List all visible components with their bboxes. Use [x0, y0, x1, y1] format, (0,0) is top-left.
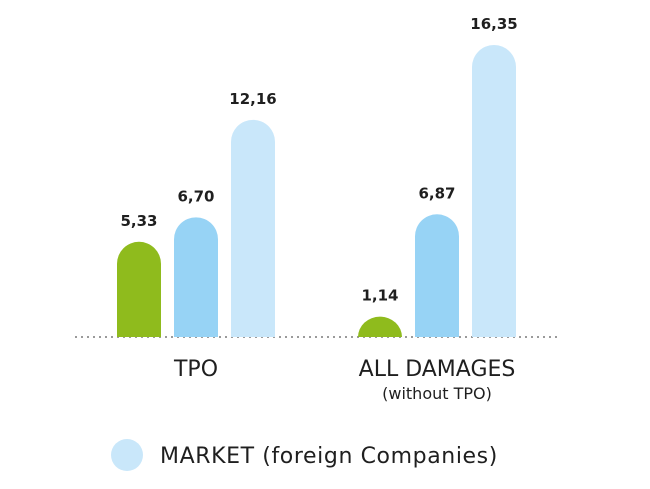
bar-all-damages-series-3 [472, 45, 516, 337]
data-label: 5,33 [120, 212, 157, 230]
data-label: 6,70 [177, 187, 214, 205]
data-label: 16,35 [470, 15, 517, 33]
category-label: ALL DAMAGES [359, 357, 516, 382]
category-labels: TPO ALL DAMAGES (without TPO) [173, 357, 515, 403]
category-sublabel: (without TPO) [382, 384, 492, 403]
legend-label: MARKET (foreign Companies) [160, 444, 498, 469]
legend: MARKET (foreign Companies) [111, 439, 498, 471]
bar-all-damages-series-2 [415, 214, 459, 337]
data-label: 1,14 [361, 287, 398, 305]
bars-layer [117, 45, 516, 337]
legend-swatch [111, 439, 143, 471]
bar-tpo-series-1 [117, 241, 161, 337]
data-label: 12,16 [229, 90, 276, 108]
bar-tpo-series-2 [174, 217, 218, 337]
category-label: TPO [173, 357, 218, 382]
labels-layer: 5,33 6,70 12,16 1,14 6,87 16,35 [120, 15, 517, 305]
data-label: 6,87 [418, 184, 455, 202]
bar-all-damages-series-1 [358, 316, 402, 337]
bar-tpo-series-3 [231, 119, 275, 337]
